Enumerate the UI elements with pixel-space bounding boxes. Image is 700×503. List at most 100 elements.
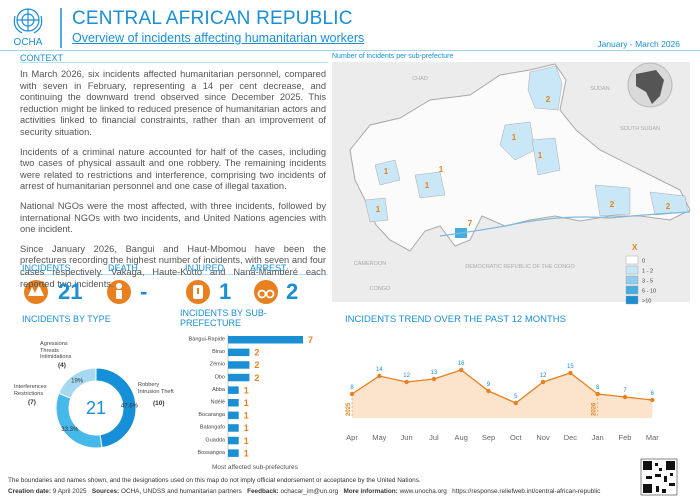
x-tick-label: Sep	[482, 433, 495, 442]
shaded-area	[499, 121, 536, 161]
point-label: 14	[376, 367, 383, 373]
line-point	[459, 367, 464, 373]
point-label: 12	[540, 373, 547, 379]
x-tick-label: Apr	[346, 433, 358, 442]
country-label: CONGO	[370, 286, 392, 292]
line-point	[431, 376, 437, 382]
footer-label: Sources:	[91, 488, 120, 495]
paragraph: National NGOs were the most affected, wi…	[20, 200, 326, 235]
legend-label: 1 - 2	[642, 269, 653, 275]
context-text: In March 2026, six incidents affected hu…	[20, 69, 326, 298]
bar-value: 1	[244, 423, 249, 433]
bar	[228, 449, 239, 457]
bar	[228, 399, 239, 407]
x-tick-label: Jul	[429, 433, 439, 442]
bar-value: 2	[254, 360, 259, 370]
bar-value: 1	[244, 448, 249, 458]
pie-count: (7)	[28, 399, 36, 406]
bar-value: 7	[308, 335, 313, 345]
map-count: 2	[546, 95, 551, 104]
stat-label: INJURED	[185, 263, 225, 273]
bar	[228, 436, 239, 445]
bar-category: Zémio	[210, 362, 225, 368]
point-label: 12	[403, 373, 410, 379]
stat-icons	[24, 280, 278, 304]
x-tick-label: Dec	[564, 433, 578, 442]
shaded-area	[594, 184, 631, 217]
line-point	[486, 388, 491, 394]
bar-category: Abba	[212, 387, 226, 393]
legend-swatch	[625, 285, 639, 295]
line-point	[513, 400, 518, 406]
bar-category: Bangui-Rapide	[189, 337, 225, 343]
country-label: SOUTH SUDAN	[620, 126, 660, 132]
point-label: 15	[567, 364, 574, 370]
chart-title: INCIDENTS BY SUB-PREFECTURE	[180, 308, 267, 328]
pie-percent: 33.3%	[61, 427, 79, 433]
bar-value: 2	[254, 348, 259, 358]
x-tick-label: Aug	[455, 433, 468, 442]
pie-percent: 19%	[71, 378, 84, 384]
legend-swatch	[625, 255, 639, 265]
footer-value: ochacar_im@un.org	[280, 488, 339, 495]
bar	[228, 411, 239, 420]
bar-category: Birao	[212, 349, 225, 355]
shaded-area	[531, 137, 561, 176]
line-point	[650, 397, 655, 403]
period: January - March 2026	[597, 39, 680, 49]
shaded-area	[374, 159, 401, 186]
bar	[228, 348, 250, 357]
river	[439, 211, 691, 237]
map-count: 1	[512, 133, 517, 142]
stat-label: INCIDENTS	[22, 263, 71, 273]
legend-swatch	[625, 265, 639, 275]
line-point	[349, 391, 355, 397]
year-label: 2025	[346, 402, 352, 416]
x-tick-label: Jun	[401, 433, 413, 442]
x-tick-label: May	[372, 433, 386, 442]
shaded-area	[364, 197, 389, 223]
line-point	[568, 370, 573, 376]
footer-value: www.unocha.org	[399, 488, 447, 495]
point-label: 5	[514, 394, 518, 400]
stat-value: -	[140, 279, 148, 304]
footer-value: 9 April 2025	[52, 488, 87, 495]
map-count: 2	[610, 200, 615, 209]
chart-title: INCIDENTS BY TYPE	[22, 314, 111, 324]
map-count: 1	[384, 167, 389, 176]
bar-category: Ndélé	[211, 400, 225, 406]
point-label: 16	[458, 361, 465, 367]
map-count: 7	[468, 219, 473, 228]
footer-value: OCHA, UNDSS and humanitarian partners	[120, 488, 242, 495]
legend-label: 0	[642, 259, 645, 265]
bar-value: 1	[244, 398, 249, 408]
bar-value: 2	[254, 373, 259, 383]
pie-category: Robbery Intrusion Theft	[138, 382, 174, 395]
bar-category: Obo	[215, 374, 225, 380]
shaded-area	[527, 65, 563, 111]
disclaimer: The boundaries and names shown, and the …	[8, 477, 421, 484]
stat-value: 21	[58, 279, 83, 304]
paragraph: Incidents of a criminal nature accounted…	[20, 146, 326, 192]
x-tick-label: Jan	[592, 433, 604, 442]
legend-label: >10	[642, 299, 651, 305]
legend-label: 6 - 10	[642, 289, 656, 295]
stat-label: ARREST	[250, 263, 287, 273]
x-tick-label: Nov	[536, 433, 550, 442]
map-count: 1	[538, 151, 543, 160]
bar-category: Bossangoa	[197, 450, 225, 456]
legend-title: X	[632, 243, 638, 252]
chart-title: INCIDENTS TREND OVER THE PAST 12 MONTHS	[345, 314, 567, 325]
line-point	[595, 391, 600, 397]
map-count: 1	[376, 205, 381, 214]
point-label: 13	[431, 370, 438, 376]
bar	[228, 386, 239, 394]
paragraph: Since January 2026, Bangui and Haut-Mbom…	[20, 243, 326, 289]
legend-swatch	[625, 275, 639, 285]
line-area	[352, 370, 653, 418]
un-logo	[13, 8, 43, 34]
map-count: 1	[439, 165, 444, 174]
line-point	[377, 373, 382, 379]
point-label: 8	[350, 385, 354, 391]
